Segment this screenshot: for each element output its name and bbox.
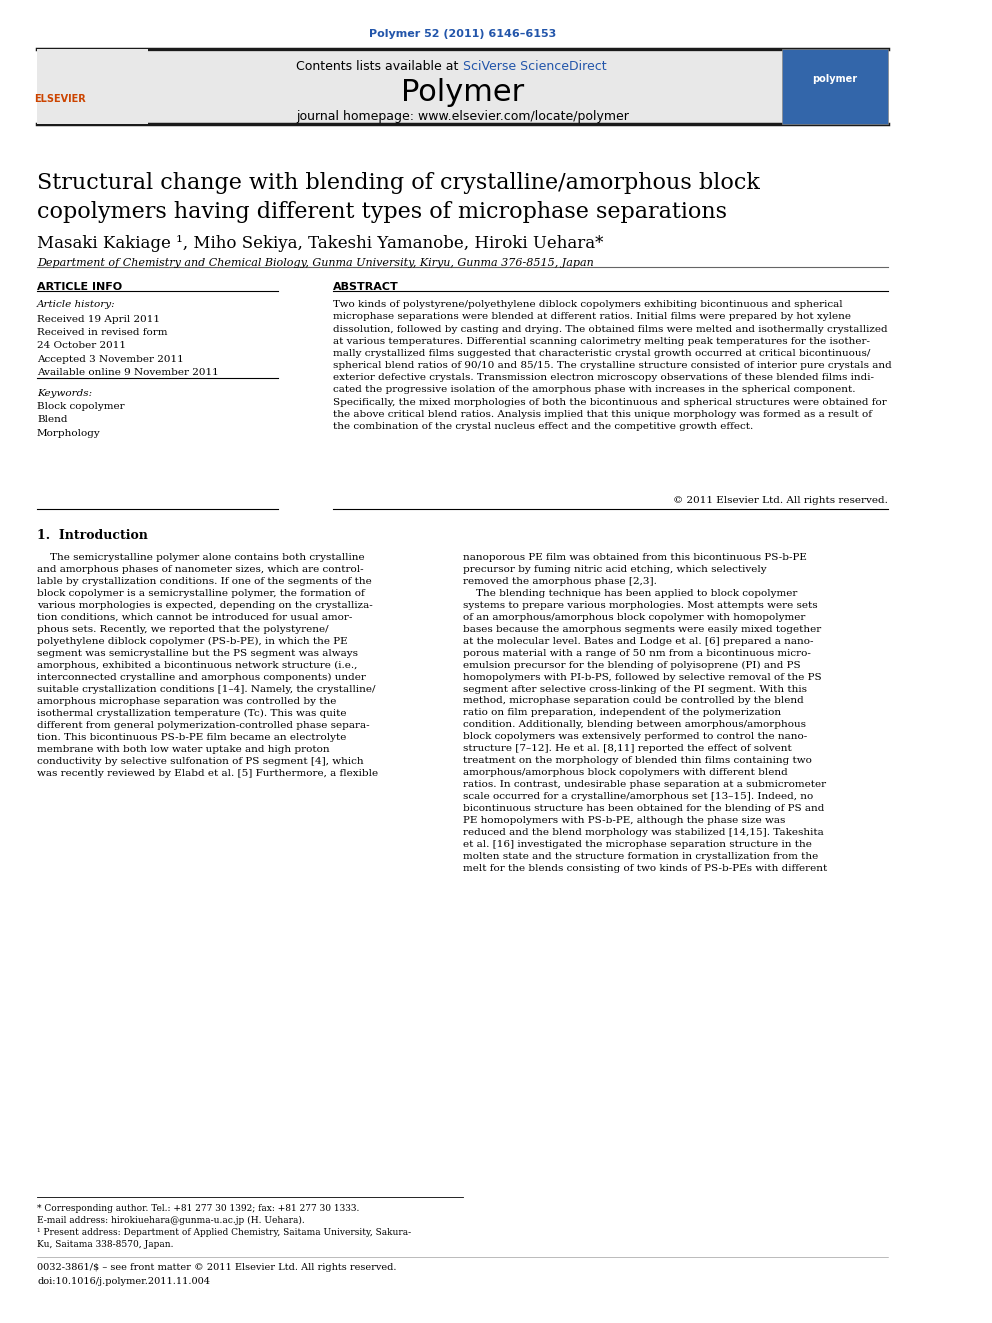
Text: 24 October 2011: 24 October 2011 [37, 341, 126, 351]
Text: Contents lists available at: Contents lists available at [297, 60, 462, 73]
Text: E-mail address: hirokiuehara@gunma-u.ac.jp (H. Uehara).: E-mail address: hirokiuehara@gunma-u.ac.… [37, 1216, 305, 1225]
Text: Keywords:: Keywords: [37, 389, 92, 398]
Text: nanoporous PE film was obtained from this bicontinuous PS-b-PE
precursor by fumi: nanoporous PE film was obtained from thi… [462, 553, 827, 873]
FancyBboxPatch shape [37, 52, 888, 124]
Text: Blend: Blend [37, 415, 67, 425]
Text: journal homepage: www.elsevier.com/locate/polymer: journal homepage: www.elsevier.com/locat… [297, 110, 629, 123]
Text: 0032-3861/$ – see front matter © 2011 Elsevier Ltd. All rights reserved.: 0032-3861/$ – see front matter © 2011 El… [37, 1263, 397, 1273]
Text: Polymer 52 (2011) 6146–6153: Polymer 52 (2011) 6146–6153 [369, 29, 557, 40]
Text: ARTICLE INFO: ARTICLE INFO [37, 282, 122, 292]
Text: Accepted 3 November 2011: Accepted 3 November 2011 [37, 355, 184, 364]
Text: © 2011 Elsevier Ltd. All rights reserved.: © 2011 Elsevier Ltd. All rights reserved… [674, 496, 888, 505]
Text: Received in revised form: Received in revised form [37, 328, 168, 337]
Text: Ku, Saitama 338-8570, Japan.: Ku, Saitama 338-8570, Japan. [37, 1240, 174, 1249]
Text: ELSEVIER: ELSEVIER [35, 94, 86, 105]
Text: ABSTRACT: ABSTRACT [333, 282, 399, 292]
Text: polymer: polymer [812, 74, 857, 85]
FancyBboxPatch shape [782, 49, 888, 124]
Text: * Corresponding author. Tel.: +81 277 30 1392; fax: +81 277 30 1333.: * Corresponding author. Tel.: +81 277 30… [37, 1204, 359, 1213]
Text: ¹ Present address: Department of Applied Chemistry, Saitama University, Sakura-: ¹ Present address: Department of Applied… [37, 1228, 411, 1237]
Text: Article history:: Article history: [37, 300, 116, 310]
Text: doi:10.1016/j.polymer.2011.11.004: doi:10.1016/j.polymer.2011.11.004 [37, 1277, 210, 1286]
Text: Morphology: Morphology [37, 429, 101, 438]
Text: 1.  Introduction: 1. Introduction [37, 529, 148, 542]
Text: Department of Chemistry and Chemical Biology, Gunma University, Kiryu, Gunma 376: Department of Chemistry and Chemical Bio… [37, 258, 594, 269]
Text: The semicrystalline polymer alone contains both crystalline
and amorphous phases: The semicrystalline polymer alone contai… [37, 553, 378, 778]
Text: Polymer: Polymer [401, 78, 524, 107]
Text: Structural change with blending of crystalline/amorphous block
copolymers having: Structural change with blending of cryst… [37, 172, 760, 222]
Text: Available online 9 November 2011: Available online 9 November 2011 [37, 368, 219, 377]
Text: Two kinds of polystyrene/polyethylene diblock copolymers exhibiting bicontinuous: Two kinds of polystyrene/polyethylene di… [333, 300, 892, 431]
FancyBboxPatch shape [37, 49, 148, 124]
Text: Masaki Kakiage ¹, Miho Sekiya, Takeshi Yamanobe, Hiroki Uehara*: Masaki Kakiage ¹, Miho Sekiya, Takeshi Y… [37, 235, 603, 253]
Text: SciVerse ScienceDirect: SciVerse ScienceDirect [462, 60, 606, 73]
Text: Received 19 April 2011: Received 19 April 2011 [37, 315, 160, 324]
Text: Block copolymer: Block copolymer [37, 402, 125, 411]
